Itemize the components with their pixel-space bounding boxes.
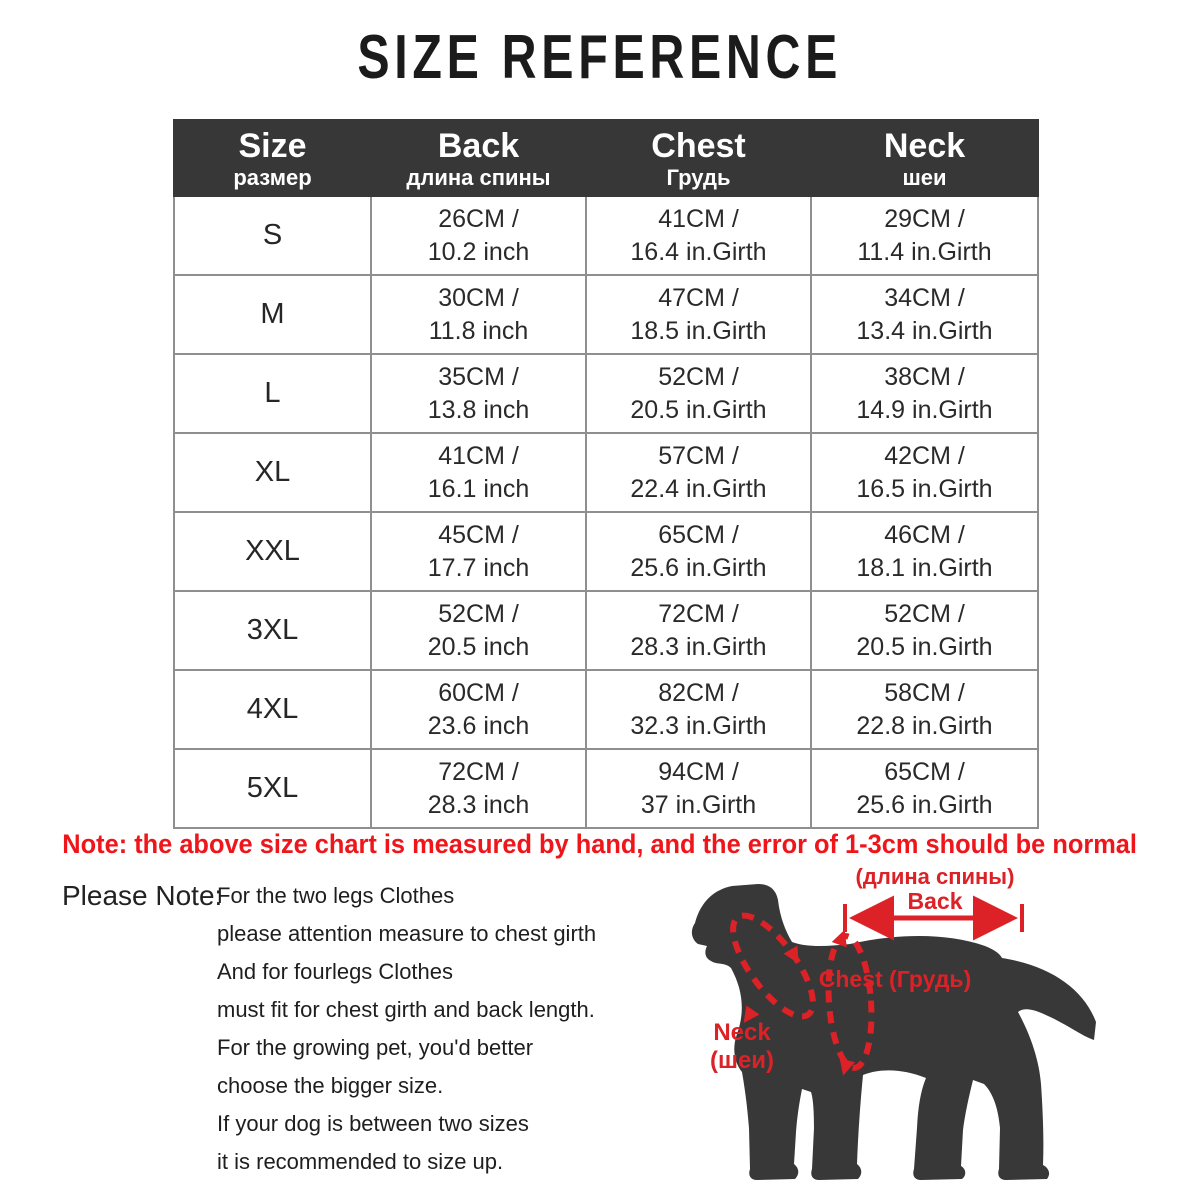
header-size: Size размер [173,119,372,197]
back-measurement: 26CM /10.2 inch [370,195,587,276]
neck-loop-arrowhead [743,1005,760,1024]
neck-label: Neck [713,1019,771,1046]
chest-measurement: 57CM /22.4 in.Girth [585,432,812,513]
dog-measurement-diagram: (длина спины) Back Chest (Грудь) Neck (ш… [640,864,1200,1200]
chest-measurement: 41CM /16.4 in.Girth [585,195,812,276]
neck-measurement: 42CM /16.5 in.Girth [810,432,1039,513]
back-label: Back [907,888,963,914]
note-line: must fit for chest girth and back length… [217,997,595,1022]
measurement-note-text: Note: the above size chart is measured b… [62,829,1138,859]
neck-measurement: 29CM /11.4 in.Girth [810,195,1039,276]
chest-label: Chest (Грудь) [818,966,972,992]
dog-diagram-svg [691,884,1096,1180]
table-row: 5XL 72CM /28.3 inch 94CM /37 in.Girth 65… [173,748,1039,829]
page-title: SIZE REFERENCE [0,22,1200,93]
size-label: L [173,353,372,434]
chest-measurement: 65CM /25.6 in.Girth [585,511,812,592]
table-row: 3XL 52CM /20.5 inch 72CM /28.3 in.Girth … [173,590,1039,671]
note-line: For the growing pet, you'd better [217,1035,534,1060]
size-label: M [173,274,372,355]
header-back: Back длина спины [370,119,587,197]
size-label: 4XL [173,669,372,750]
table-row: L 35CM /13.8 inch 52CM /20.5 in.Girth 38… [173,353,1039,434]
table-row: 4XL 60CM /23.6 inch 82CM /32.3 in.Girth … [173,669,1039,750]
header-chest: Chest Грудь [585,119,812,197]
note-line: please attention measure to chest girth [217,921,597,946]
page-title-text: SIZE REFERENCE [357,23,843,92]
size-label: XL [173,432,372,513]
size-label: 3XL [173,590,372,671]
back-measurement: 35CM /13.8 inch [370,353,587,434]
size-label: S [173,195,372,276]
chest-measurement: 82CM /32.3 in.Girth [585,669,812,750]
note-line: For the two legs Clothes [217,883,455,908]
table-row: S 26CM /10.2 inch 41CM /16.4 in.Girth 29… [173,195,1039,276]
chest-measurement: 94CM /37 in.Girth [585,748,812,829]
note-line: it is recommended to size up. [217,1149,504,1174]
back-measurement: 60CM /23.6 inch [370,669,587,750]
header-neck: Neck шеи [810,119,1039,197]
chest-loop-arrowhead [839,1058,856,1076]
size-label: XXL [173,511,372,592]
table-row: XL 41CM /16.1 inch 57CM /22.4 in.Girth 4… [173,432,1039,513]
back-measurement: 72CM /28.3 inch [370,748,587,829]
back-measurement: 41CM /16.1 inch [370,432,587,513]
neck-measurement: 58CM /22.8 in.Girth [810,669,1039,750]
neck-measurement: 38CM /14.9 in.Girth [810,353,1039,434]
chest-loop-arrowhead [831,929,847,948]
note-line: And for fourlegs Clothes [217,959,454,984]
size-label: 5XL [173,748,372,829]
note-line: choose the bigger size. [217,1073,444,1098]
size-chart-table: Size размер Back длина спины Chest Грудь… [173,119,1039,829]
note-line: If your dog is between two sizes [217,1111,529,1136]
table-row: XXL 45CM /17.7 inch 65CM /25.6 in.Girth … [173,511,1039,592]
please-note-list: For the two legs Clothes please attentio… [217,884,647,1188]
back-measurement: 52CM /20.5 inch [370,590,587,671]
back-measurement: 45CM /17.7 inch [370,511,587,592]
neck-measurement: 46CM /18.1 in.Girth [810,511,1039,592]
back-label-russian: (длина спины) [855,864,1015,889]
chest-measurement: 72CM /28.3 in.Girth [585,590,812,671]
neck-measurement: 65CM /25.6 in.Girth [810,748,1039,829]
neck-measurement: 52CM /20.5 in.Girth [810,590,1039,671]
back-measurement: 30CM /11.8 inch [370,274,587,355]
chest-measurement: 47CM /18.5 in.Girth [585,274,812,355]
neck-label-russian: (шеи) [709,1047,775,1074]
neck-measurement: 34CM /13.4 in.Girth [810,274,1039,355]
measurement-note: Note: the above size chart is measured b… [0,829,1200,860]
table-row: M 30CM /11.8 inch 47CM /18.5 in.Girth 34… [173,274,1039,355]
size-chart-header: Size размер Back длина спины Chest Грудь… [173,119,1039,197]
chest-measurement: 52CM /20.5 in.Girth [585,353,812,434]
neck-loop-arrowhead [783,945,799,964]
please-note-label: Please Note: [62,880,223,911]
